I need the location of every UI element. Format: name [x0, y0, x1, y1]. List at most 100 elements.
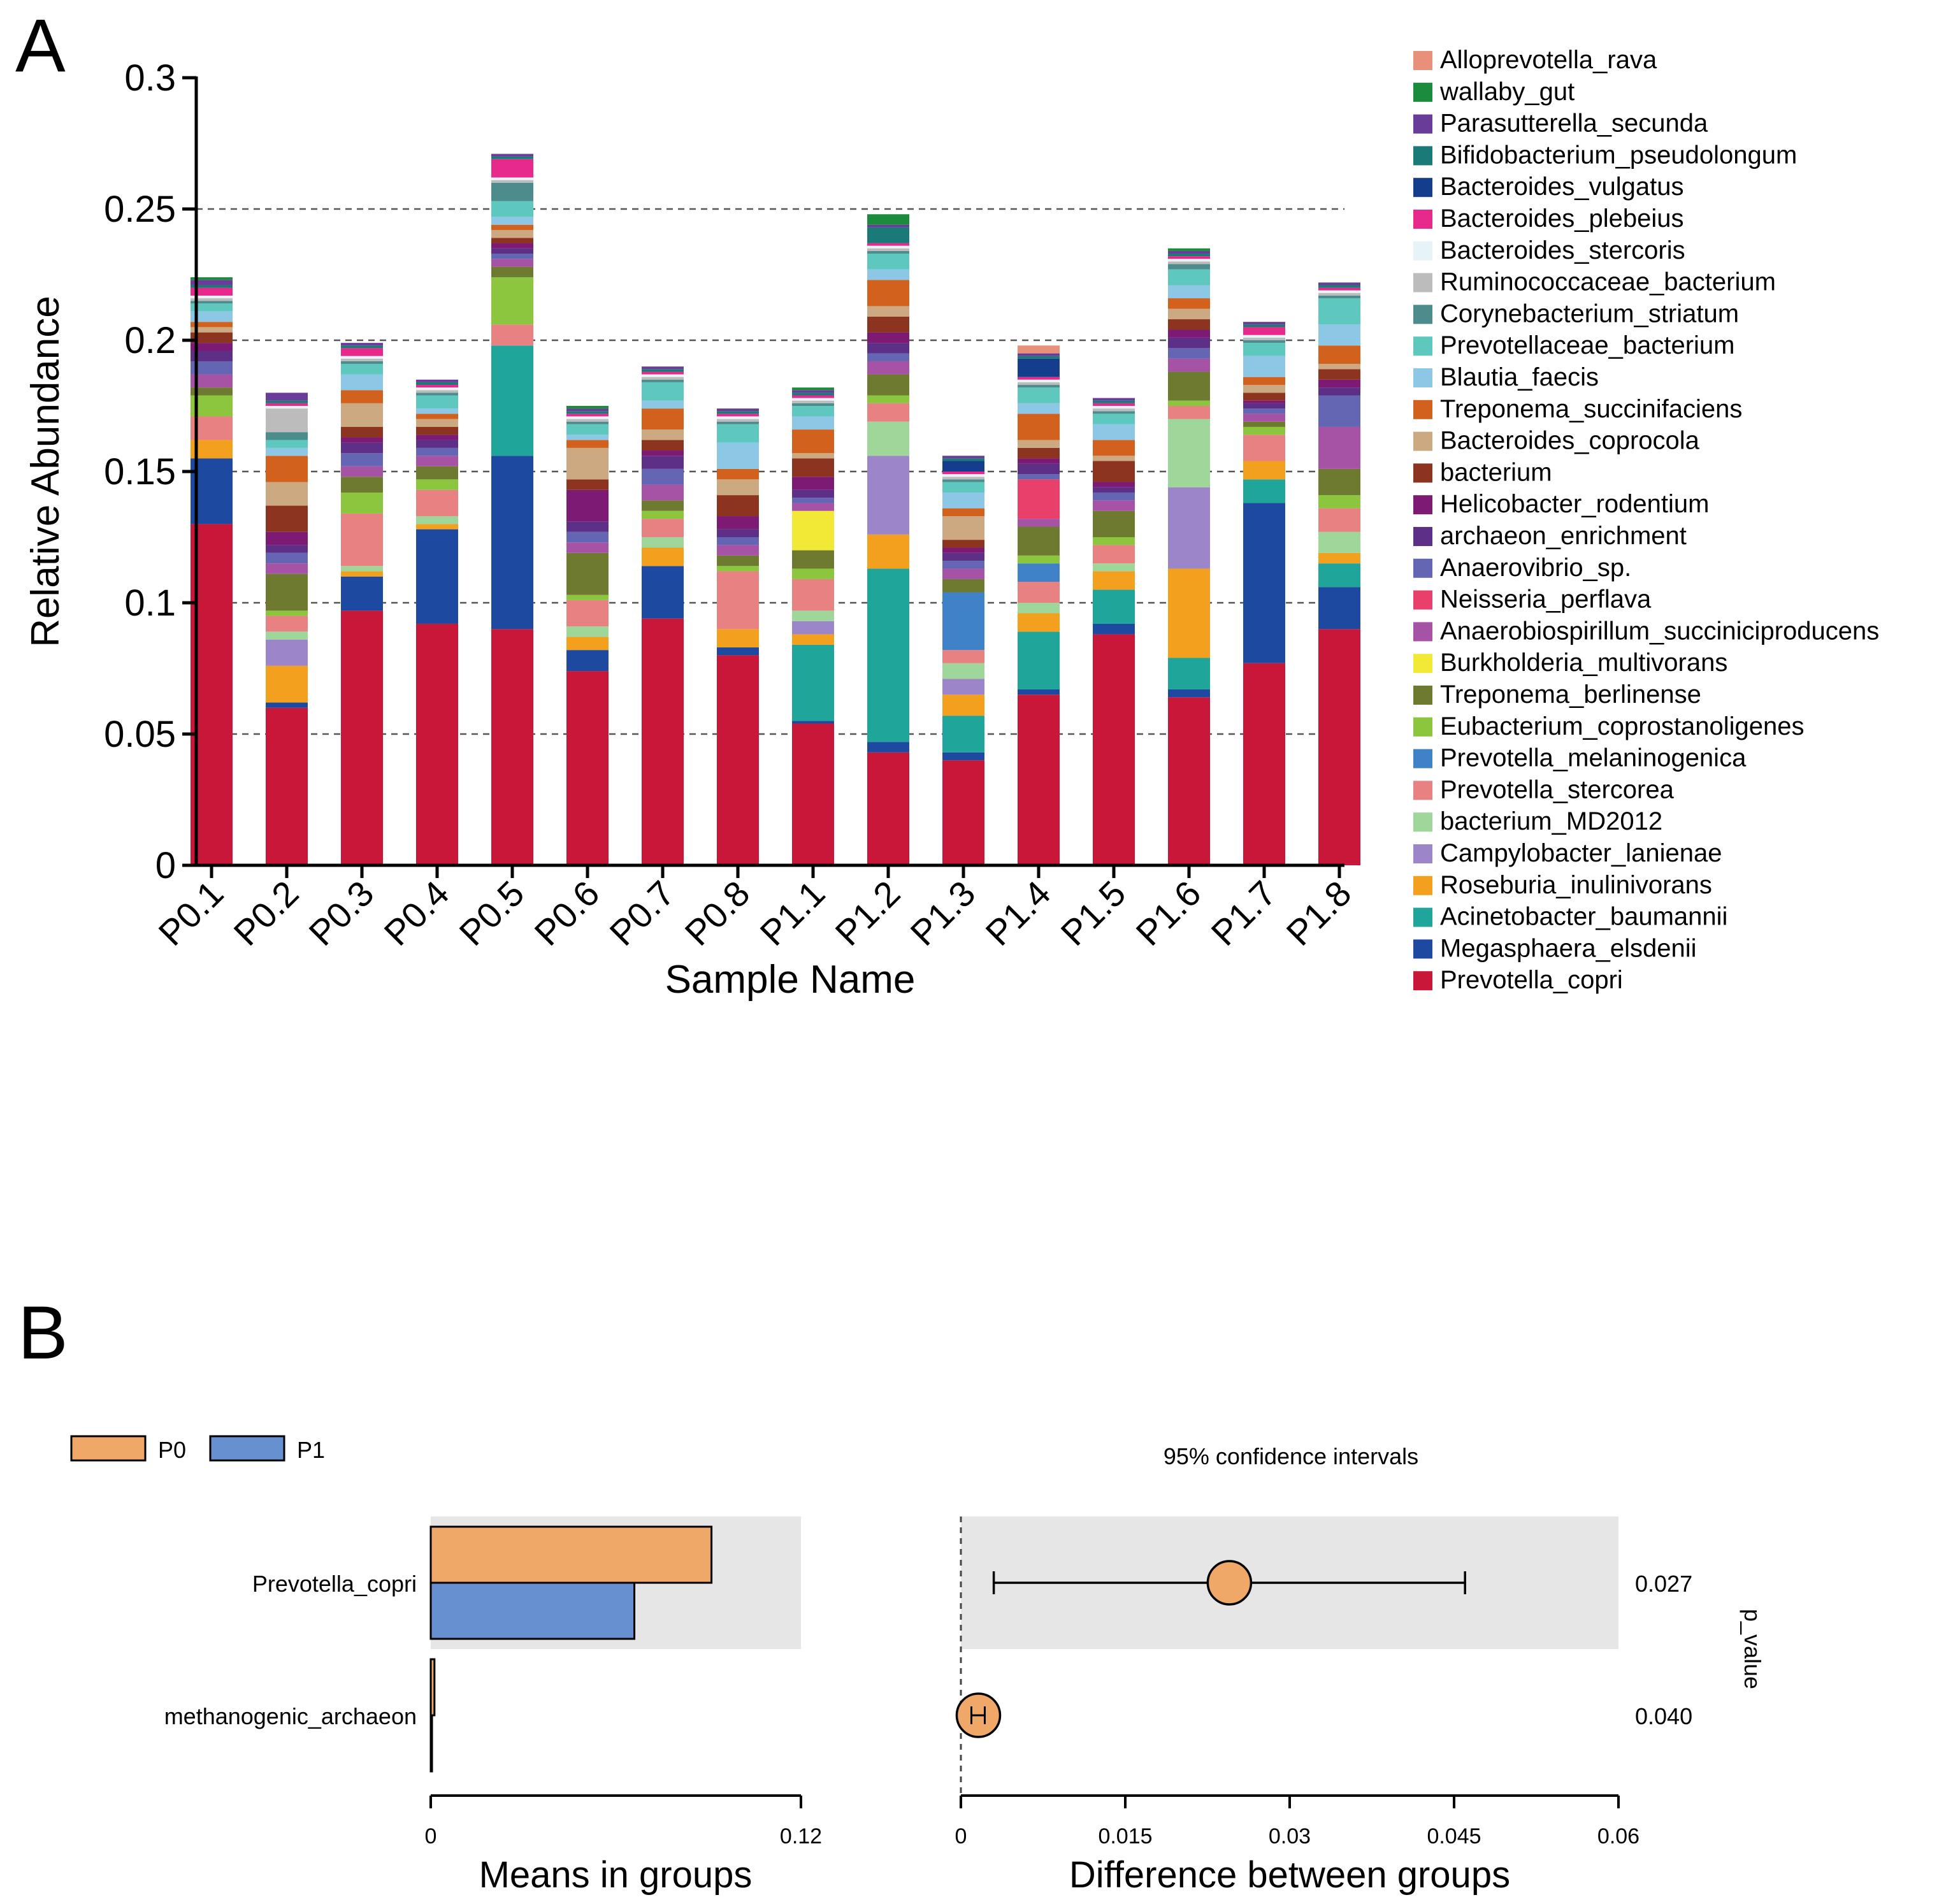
bar-segment-p1-7-eubacterium-coprostanoligenes	[1243, 426, 1285, 435]
bar-segment-p1-4-prevotella-copri	[1018, 695, 1060, 865]
bar-segment-p0-8-corynebacterium-striatum	[717, 421, 759, 424]
bar-segment-p0-3-bacterium	[341, 426, 383, 438]
bar-segment-p0-4-eubacterium-coprostanoligenes	[416, 479, 458, 490]
legend-swatch-ruminococcaceae-bacterium	[1413, 273, 1432, 292]
legend-swatch-wallaby-gut	[1413, 82, 1432, 102]
bar-segment-p1-3-parasutterella-secunda	[942, 456, 984, 459]
bar-segment-p1-6-acinetobacter-baumannii	[1168, 658, 1210, 689]
legend-label-bacteroides-stercoris: Bacteroides_stercoris	[1440, 236, 1685, 264]
x-tick-label: P1.1	[752, 873, 832, 953]
bar-segment-p0-4-corynebacterium-striatum	[416, 393, 458, 396]
bar-segment-p1-5-bacteroides-coprocola	[1093, 456, 1135, 461]
bar-segment-p0-2-prevotellaceae-bacterium	[266, 440, 308, 448]
bar-segment-p1-6-corynebacterium-striatum	[1168, 264, 1210, 270]
bar-segment-p0-8-roseburia-inulinivorans	[717, 629, 759, 648]
bar-segment-p1-2-prevotellaceae-bacterium	[867, 254, 909, 270]
means-bar-p0-methanogenic-archaeon	[429, 1658, 436, 1717]
bar-segment-p0-5-bacteroides-plebeius	[491, 159, 533, 178]
legend-label-bacterium: bacterium	[1440, 458, 1552, 486]
bar-segment-p1-5-anaerobiospirillum-succiniciproducens	[1093, 500, 1135, 511]
bar-segment-p1-5-prevotella-copri	[1093, 634, 1135, 865]
bar-segment-p0-6-wallaby-gut	[566, 406, 609, 409]
bar-segment-p0-8-blautia-faecis	[717, 442, 759, 469]
bar-segment-p0-2-treponema-berlinense	[266, 573, 308, 611]
bar-segment-p1-8-prevotellaceae-bacterium	[1318, 298, 1360, 325]
bar-segment-p0-5-parasutterella-secunda	[491, 154, 533, 157]
bar-segment-p1-4-corynebacterium-striatum	[1018, 385, 1060, 388]
bar-segment-p1-1-bacteroides-plebeius	[792, 395, 834, 398]
bar-segment-p1-1-archaeon-enrichment	[792, 489, 834, 498]
legend-swatch-bacteroides-coprocola	[1413, 431, 1432, 451]
bar-segment-p1-4-ruminococcaceae-bacterium	[1018, 382, 1060, 385]
bar-segment-p0-7-blautia-faecis	[642, 400, 684, 409]
bar-segment-p1-6-bifidobacterium-pseudolongum	[1168, 254, 1210, 257]
bar-segment-p0-4-treponema-berlinense	[416, 466, 458, 480]
bar-segment-p0-5-prevotella-copri	[491, 629, 533, 865]
bar-segment-p0-3-prevotellaceae-bacterium	[341, 364, 383, 375]
bar-segment-p1-2-archaeon-enrichment	[867, 343, 909, 354]
means-bar-p1-prevotella-copri	[429, 1581, 636, 1640]
bar-segment-p1-1-helicobacter-rodentium	[792, 477, 834, 490]
bar-segment-p0-3-prevotella-stercorea	[341, 513, 383, 566]
legend-swatch-bifidobacterium-pseudolongum	[1413, 146, 1432, 166]
bar-segment-p0-4-bacterium-md2012	[416, 516, 458, 524]
legend-swatch-prevotellaceae-bacterium	[1413, 336, 1432, 356]
bar-segment-p0-1-parasutterella-secunda	[191, 280, 233, 285]
x-tick-label: P1.5	[1053, 873, 1133, 953]
bar-segment-p0-5-treponema-berlinense	[491, 266, 533, 278]
bar-segment-p1-7-helicobacter-rodentium	[1243, 400, 1285, 403]
x-tick-label: P1.2	[827, 873, 907, 953]
bar-segment-p1-3-acinetobacter-baumannii	[942, 716, 984, 753]
x-tick-label: P1.3	[902, 873, 983, 953]
bar-segment-p1-4-parasutterella-secunda	[1018, 353, 1060, 356]
bar-segment-p1-8-anaerovibrio-sp	[1318, 395, 1360, 427]
bar-segment-p1-1-eubacterium-coprostanoligenes	[792, 568, 834, 579]
bar-segment-p0-6-blautia-faecis	[566, 435, 609, 440]
x-tick-label: P1.7	[1203, 873, 1283, 953]
bar-segment-p1-3-prevotellaceae-bacterium	[942, 482, 984, 493]
legend-label-prevotella-stercorea: Prevotella_stercorea	[1440, 775, 1675, 803]
bar-segment-p0-2-bifidobacterium-pseudolongum	[266, 400, 308, 403]
legend-label-bifidobacterium-pseudolongum: Bifidobacterium_pseudolongum	[1440, 141, 1797, 169]
bar-segment-p1-7-megasphaera-elsdenii	[1243, 503, 1285, 663]
legend-label-p0: P0	[158, 1437, 186, 1463]
bar-segment-p0-5-archaeon-enrichment	[491, 248, 533, 254]
bar-segment-p0-1-blautia-faecis	[191, 311, 233, 322]
bar-segment-p1-6-anaerovibrio-sp	[1168, 348, 1210, 359]
bar-segment-p1-7-bacterium	[1243, 393, 1285, 401]
bar-segment-p0-2-ruminococcaceae-bacterium	[266, 408, 308, 433]
bar-segment-p1-1-bacteroides-stercoris	[792, 398, 834, 401]
panel-b-means-chart: Prevotella_copri methanogenic_archaeon 0 0.…	[70, 1435, 822, 1896]
bar-segment-p1-3-bacteroides-coprocola	[942, 516, 984, 540]
bar-segment-p0-7-anaerobiospirillum-succiniciproducens	[642, 484, 684, 501]
bar-segment-p0-4-archaeon-enrichment	[416, 440, 458, 448]
bar-segment-p1-3-prevotella-copri	[942, 760, 984, 865]
bar-segment-p0-3-bifidobacterium-pseudolongum	[341, 345, 383, 349]
legend-label-corynebacterium-striatum: Corynebacterium_striatum	[1440, 299, 1739, 328]
bar-segment-p1-1-bifidobacterium-pseudolongum	[792, 393, 834, 396]
bar-segment-p0-1-wallaby-gut	[191, 277, 233, 280]
bar-segment-p0-2-bacteroides-stercoris	[266, 406, 308, 409]
bar-segment-p1-2-megasphaera-elsdenii	[867, 742, 909, 753]
bar-segment-p0-7-eubacterium-coprostanoligenes	[642, 510, 684, 519]
bar-segment-p1-1-campylobacter-lanienae	[792, 621, 834, 635]
row-label-methanogenic-archaeon: methanogenic_archaeon	[164, 1703, 417, 1729]
bar-segment-p1-5-eubacterium-coprostanoligenes	[1093, 537, 1135, 545]
legend-swatch-megasphaera-elsdenii	[1413, 939, 1432, 959]
legend-swatch-parasutterella-secunda	[1413, 114, 1432, 134]
bar-segment-p1-2-treponema-succinifaciens	[867, 280, 909, 306]
bar-segment-p1-5-anaerovibrio-sp	[1093, 492, 1135, 501]
bar-segment-p0-2-helicobacter-rodentium	[266, 531, 308, 545]
bar-segment-p1-1-burkholderia-multivorans	[792, 510, 834, 551]
bar-segment-p1-8-ruminococcaceae-bacterium	[1318, 292, 1360, 296]
bar-segment-p1-3-megasphaera-elsdenii	[942, 752, 984, 761]
bar-segment-p1-1-anaerovibrio-sp	[792, 498, 834, 503]
bar-segment-p1-8-bacterium-md2012	[1318, 531, 1360, 553]
bar-segment-p0-7-treponema-succinifaciens	[642, 408, 684, 430]
bar-segment-p1-4-prevotella-melaninogenica	[1018, 563, 1060, 582]
bar-segment-p1-6-parasutterella-secunda	[1168, 250, 1210, 254]
bar-segment-p0-5-bacteroides-stercoris	[491, 177, 533, 180]
legend-label-parasutterella-secunda: Parasutterella_secunda	[1440, 110, 1708, 138]
bar-segment-p1-7-prevotellaceae-bacterium	[1243, 343, 1285, 356]
